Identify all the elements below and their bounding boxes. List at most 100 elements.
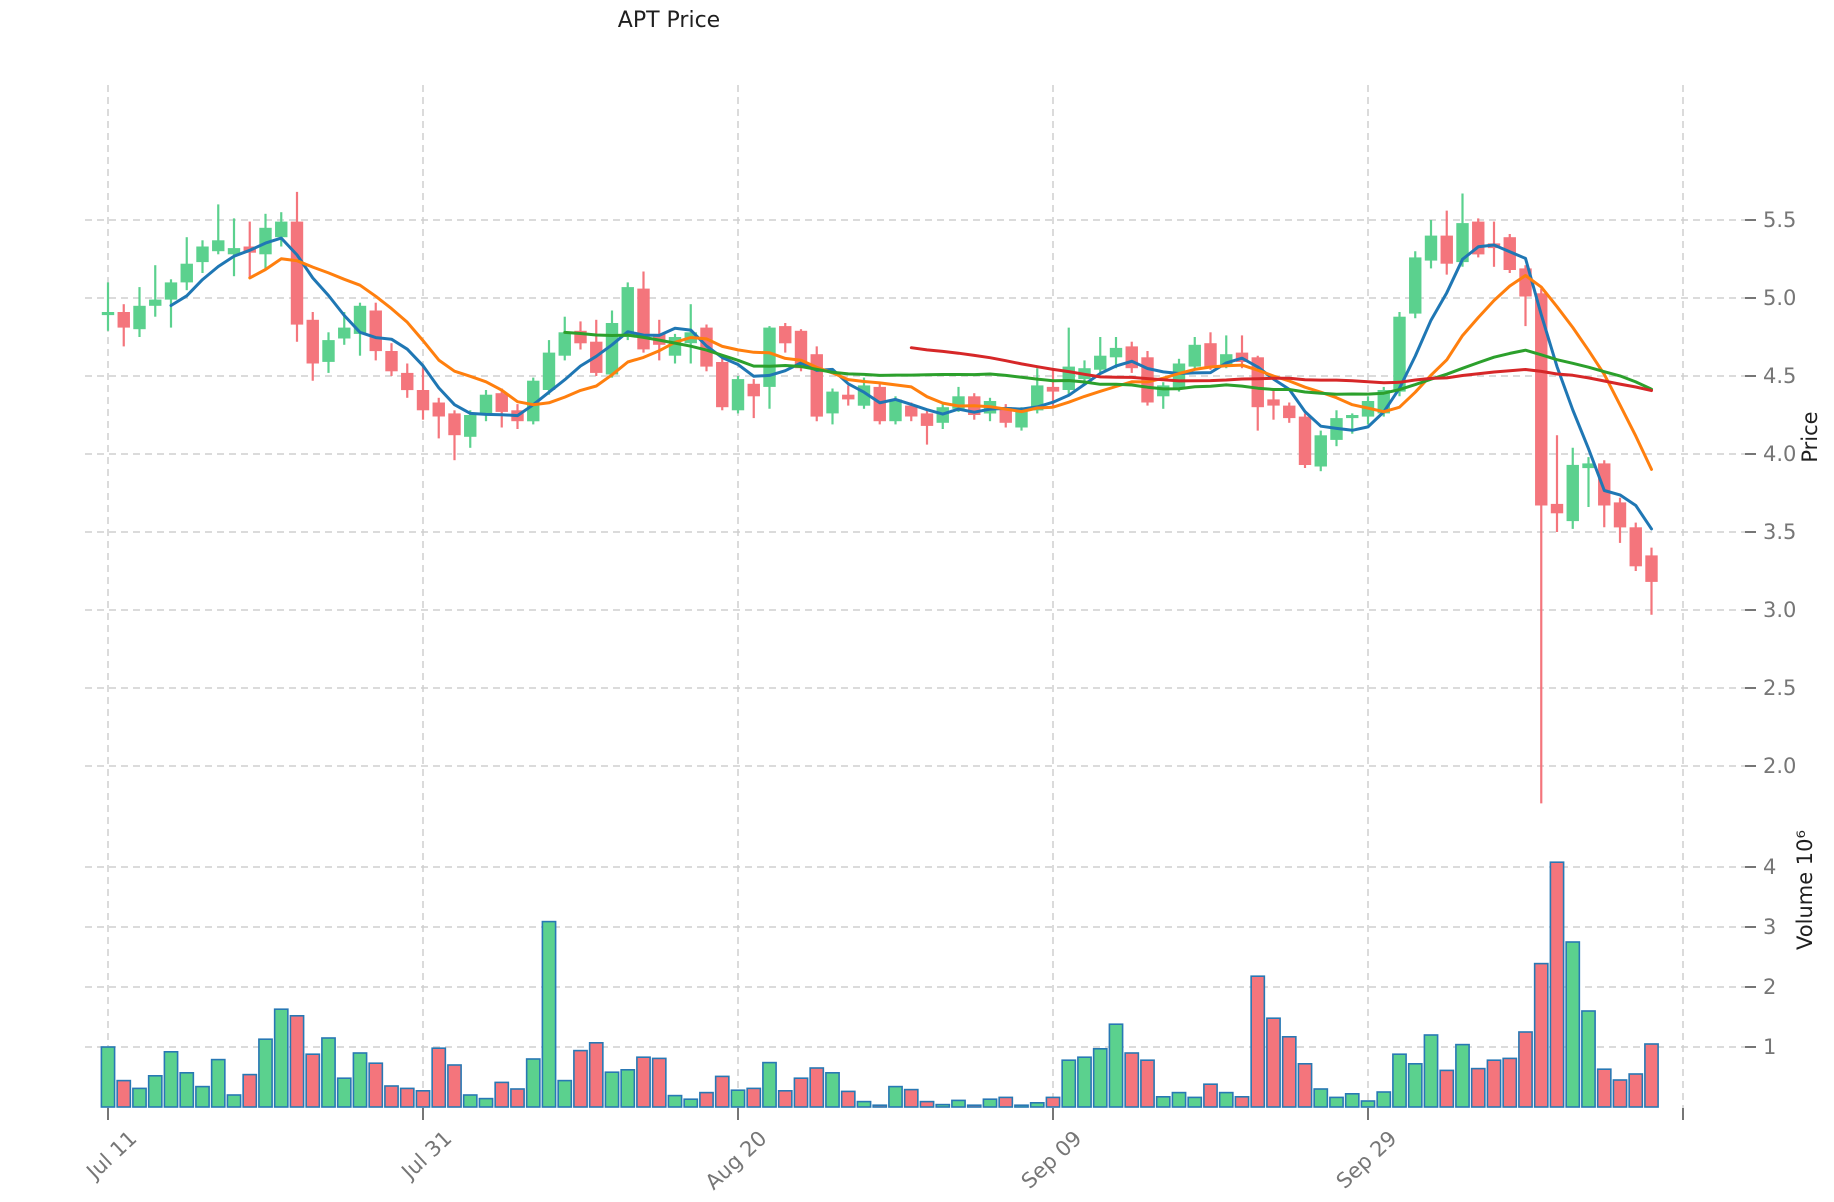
candle [1645, 547, 1658, 615]
volume-bar [273, 1008, 289, 1108]
candle-body [306, 319, 319, 364]
date-tick-label: Sep 29 [1332, 1126, 1402, 1193]
volume-bar [321, 1037, 336, 1108]
volume-bar [1502, 1057, 1518, 1108]
volume-bar [147, 1075, 163, 1108]
candle [1267, 390, 1280, 420]
volume-bar [998, 1096, 1014, 1108]
candle-body [385, 351, 398, 372]
candle-body [1346, 415, 1359, 419]
volume-bar [1234, 1096, 1250, 1108]
candle [401, 363, 414, 398]
candle-body [1645, 555, 1658, 582]
candle [810, 346, 823, 422]
candle [117, 304, 130, 347]
date-tick-label: Sep 09 [1017, 1126, 1087, 1193]
candle [322, 332, 335, 373]
volume-bar [573, 1049, 588, 1108]
volume-bar [447, 1064, 462, 1108]
candle [574, 321, 587, 350]
volume-bar [1486, 1059, 1502, 1108]
candle [479, 390, 493, 422]
candle-body [212, 240, 225, 252]
volume-bar [651, 1057, 667, 1108]
candle-body [637, 288, 650, 350]
volume-bar [399, 1087, 415, 1108]
volume-tick-label: 3 [1763, 915, 1776, 939]
candle-body [448, 413, 461, 436]
volume-bar [1628, 1073, 1644, 1108]
candle-body [527, 380, 540, 422]
volume-bar [683, 1098, 699, 1108]
candle-body [1629, 527, 1642, 567]
volume-bar [840, 1090, 856, 1108]
candle-body [1109, 347, 1123, 358]
candle [133, 287, 146, 337]
candle [432, 397, 445, 439]
candle [1314, 430, 1327, 472]
price-tick-label: 5.5 [1763, 208, 1796, 232]
candle-body [1046, 386, 1060, 392]
candle [306, 312, 319, 381]
volume-bar [258, 1038, 273, 1108]
volume-bar [384, 1085, 399, 1108]
candle-body [558, 332, 571, 356]
volume-bar [541, 920, 557, 1108]
candle-body [889, 399, 902, 422]
volume-bar [1061, 1059, 1077, 1108]
date-tick-label: Jul 11 [81, 1126, 142, 1185]
candle [212, 204, 225, 255]
volume-bar [163, 1051, 179, 1108]
candle [385, 343, 398, 376]
candle [1298, 413, 1312, 468]
candle [1503, 234, 1516, 273]
volume-bar [305, 1053, 321, 1108]
candle-body [495, 393, 508, 412]
candle-body [101, 312, 115, 316]
volume-bar [1581, 1010, 1596, 1108]
volume-bar [588, 1042, 604, 1108]
volume-bar [1392, 1053, 1407, 1108]
axis-titles: Price Volume 10⁶ [1793, 411, 1822, 950]
candle [936, 404, 949, 429]
candle [826, 388, 839, 425]
volume-bar [825, 1072, 840, 1108]
volume-bar [1029, 1102, 1045, 1108]
candle [1582, 457, 1595, 507]
volume-bar [1565, 941, 1581, 1108]
candle [1188, 337, 1201, 370]
candle [590, 319, 603, 376]
candle-body [149, 299, 162, 306]
volume-bar [195, 1085, 210, 1108]
volume-bar [636, 1056, 651, 1108]
candle-body [275, 221, 288, 238]
volume-bar [1077, 1056, 1092, 1108]
volume-bar [872, 1104, 888, 1108]
chart-title: APT Price [617, 8, 721, 33]
candle-body [1157, 385, 1170, 397]
candle-body [1267, 399, 1280, 406]
tick-marks [107, 219, 1756, 1120]
price-tick-label: 2.0 [1763, 754, 1796, 778]
volume-bar [856, 1100, 872, 1108]
candle-body [1015, 410, 1028, 428]
volume-bar [368, 1062, 384, 1108]
volume-bar [746, 1087, 762, 1108]
candle-body [1393, 316, 1406, 392]
candle-body [763, 327, 776, 387]
candle [668, 333, 682, 364]
volume-bar [1470, 1067, 1486, 1108]
candle-body [1598, 463, 1611, 506]
volume-bar [415, 1090, 431, 1108]
volume-bar [903, 1088, 919, 1108]
volume-bar [809, 1067, 825, 1108]
volume-bar [1360, 1100, 1376, 1108]
candle [101, 282, 115, 331]
price-tick-label: 5.0 [1763, 286, 1796, 310]
candle [1235, 335, 1249, 369]
volume-bar [1266, 1017, 1281, 1108]
candle [1062, 327, 1075, 395]
price-tick-label: 3.5 [1763, 520, 1796, 544]
candle [1094, 337, 1107, 373]
volume-bar [525, 1058, 541, 1108]
